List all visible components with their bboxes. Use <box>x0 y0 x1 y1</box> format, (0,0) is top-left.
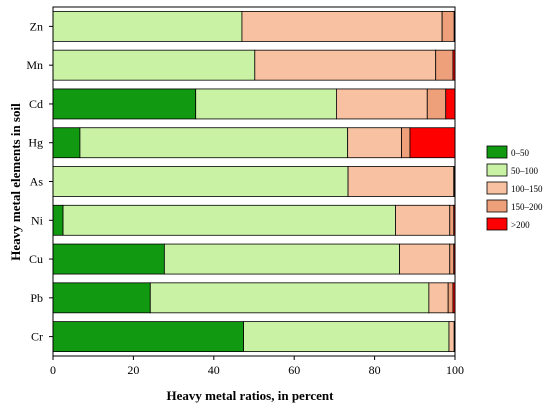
x-tick-label-60: 60 <box>288 363 300 377</box>
legend-swatch-3 <box>487 182 507 194</box>
y-tick-label-as: As <box>30 175 44 189</box>
legend: 0–50 50–100 100–150 150–200 >200 <box>487 146 543 230</box>
bar-zn-series-4 <box>442 11 454 41</box>
bar-as-series-3 <box>348 167 454 197</box>
y-axis-title: Heavy metal elements in soil <box>8 103 23 261</box>
bar-ni-series-2 <box>63 205 395 235</box>
y-tick-label-hg: Hg <box>28 136 43 150</box>
bar-pb-series-1 <box>53 283 150 313</box>
legend-swatch-5 <box>487 218 507 230</box>
y-tick-label-pb: Pb <box>30 291 43 305</box>
bar-cd-series-4 <box>427 89 445 119</box>
legend-label-5: >200 <box>511 220 530 230</box>
legend-label-4: 150–200 <box>511 202 543 212</box>
legend-label-1: 0–50 <box>511 148 530 158</box>
bar-ni-series-3 <box>396 205 450 235</box>
bar-cd-series-2 <box>196 89 337 119</box>
legend-swatch-1 <box>487 146 507 158</box>
y-tick-label-mn: Mn <box>26 58 43 72</box>
bar-cr-series-3 <box>449 322 454 352</box>
y-tick-label-cr: Cr <box>31 330 43 344</box>
bar-hg-series-5 <box>410 128 455 158</box>
legend-swatch-4 <box>487 200 507 212</box>
legend-label-3: 100–150 <box>511 184 543 194</box>
bar-as-series-2 <box>53 167 348 197</box>
bars-layer: Zn Mn Cd Hg As Ni Cu Pb Cr <box>26 11 455 351</box>
y-tick-label-ni: Ni <box>31 213 44 227</box>
bar-pb-series-3 <box>429 283 448 313</box>
bar-hg-series-1 <box>53 128 80 158</box>
bar-cu-series-2 <box>164 244 399 274</box>
ticks-layer: 0 20 40 60 80 100 <box>50 356 464 377</box>
legend-label-2: 50–100 <box>511 166 539 176</box>
bar-hg-series-2 <box>80 128 348 158</box>
x-axis-title: Heavy metal ratios, in percent <box>167 388 335 403</box>
bar-ni-series-1 <box>53 205 63 235</box>
x-tick-label-100: 100 <box>446 363 464 377</box>
bar-zn-series-3 <box>242 11 442 41</box>
bar-mn-series-3 <box>255 50 436 80</box>
bar-mn-series-4 <box>436 50 453 80</box>
x-tick-label-40: 40 <box>208 363 220 377</box>
bar-cu-series-3 <box>400 244 450 274</box>
y-tick-label-cd: Cd <box>29 97 43 111</box>
bar-hg-series-4 <box>402 128 410 158</box>
bar-cu-series-1 <box>53 244 164 274</box>
bar-mn-series-2 <box>53 50 255 80</box>
legend-swatch-2 <box>487 164 507 176</box>
bar-cu-series-4 <box>450 244 454 274</box>
y-tick-label-zn: Zn <box>30 19 43 33</box>
bar-zn-series-2 <box>53 11 242 41</box>
x-tick-label-80: 80 <box>369 363 381 377</box>
bar-ni-series-4 <box>450 205 454 235</box>
bar-pb-series-4 <box>448 283 453 313</box>
x-tick-label-0: 0 <box>50 363 56 377</box>
x-tick-label-20: 20 <box>127 363 139 377</box>
bar-cd-series-1 <box>53 89 196 119</box>
y-tick-label-cu: Cu <box>29 252 43 266</box>
bar-cd-series-5 <box>446 89 455 119</box>
bar-pb-series-2 <box>150 283 429 313</box>
bar-cr-series-2 <box>244 322 449 352</box>
bar-cd-series-3 <box>336 89 427 119</box>
bar-hg-series-3 <box>348 128 402 158</box>
bar-cr-series-1 <box>53 322 244 352</box>
